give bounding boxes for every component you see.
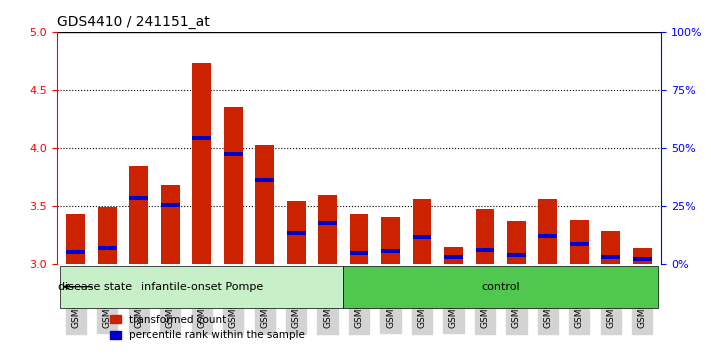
- Bar: [570, 219, 589, 263]
- Bar: [318, 195, 337, 263]
- Text: GDS4410 / 241151_at: GDS4410 / 241151_at: [57, 16, 210, 29]
- Bar: [98, 246, 117, 250]
- Bar: [343, 266, 658, 308]
- Bar: [381, 249, 400, 253]
- Bar: [538, 199, 557, 263]
- Bar: [476, 248, 494, 252]
- Bar: [444, 255, 463, 259]
- Bar: [444, 247, 463, 263]
- Bar: [476, 209, 494, 263]
- Bar: [129, 196, 148, 200]
- Bar: [350, 251, 368, 256]
- Bar: [161, 203, 180, 207]
- Bar: [412, 199, 432, 263]
- Bar: [412, 235, 432, 239]
- Text: control: control: [481, 282, 520, 292]
- Bar: [507, 252, 526, 257]
- Bar: [350, 214, 368, 263]
- Bar: [507, 221, 526, 263]
- Bar: [287, 230, 306, 235]
- Bar: [538, 234, 557, 238]
- Bar: [255, 178, 274, 182]
- Bar: [602, 255, 620, 259]
- Bar: [192, 63, 211, 263]
- Bar: [633, 249, 652, 263]
- Bar: [66, 250, 85, 254]
- Bar: [129, 166, 148, 263]
- Bar: [224, 107, 242, 263]
- Bar: [98, 207, 117, 263]
- Bar: [161, 185, 180, 263]
- Bar: [602, 231, 620, 263]
- Legend: transformed count, percentile rank within the sample: transformed count, percentile rank withi…: [110, 315, 305, 340]
- Bar: [287, 201, 306, 263]
- Bar: [570, 242, 589, 246]
- Bar: [192, 136, 211, 139]
- Bar: [66, 214, 85, 263]
- Bar: [255, 145, 274, 263]
- Bar: [381, 217, 400, 263]
- Bar: [633, 257, 652, 261]
- Bar: [318, 221, 337, 225]
- Text: infantile-onset Pompe: infantile-onset Pompe: [141, 282, 263, 292]
- Bar: [60, 266, 343, 308]
- Bar: [224, 152, 242, 156]
- Text: disease state: disease state: [58, 282, 132, 292]
